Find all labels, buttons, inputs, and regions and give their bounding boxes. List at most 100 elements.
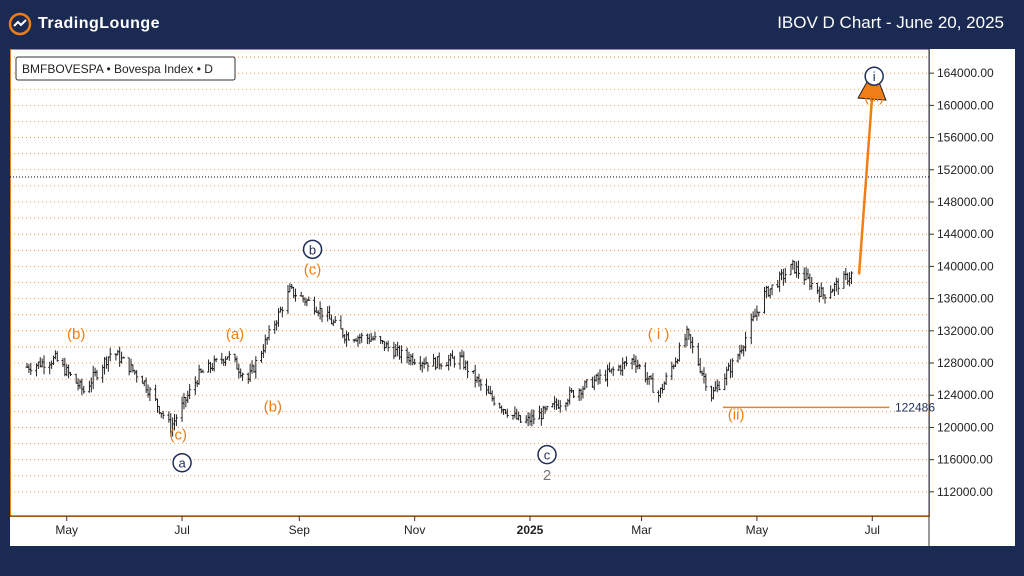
price-bar bbox=[197, 364, 201, 385]
price-bar bbox=[409, 353, 413, 366]
price-bar bbox=[466, 360, 470, 379]
price-bar bbox=[762, 286, 766, 314]
price-bar bbox=[210, 362, 214, 371]
price-bar bbox=[341, 328, 345, 339]
price-bar bbox=[848, 272, 852, 287]
y-tick-label: 124000.00 bbox=[937, 388, 994, 402]
price-bar bbox=[817, 286, 821, 303]
price-bar bbox=[154, 384, 158, 402]
price-bar bbox=[48, 361, 52, 375]
price-bar bbox=[710, 385, 714, 402]
price-bar bbox=[572, 390, 576, 399]
price-bar bbox=[749, 313, 753, 345]
price-bar bbox=[326, 306, 330, 322]
price-bar bbox=[106, 356, 110, 372]
price-bar bbox=[447, 354, 451, 371]
price-bar bbox=[486, 385, 490, 394]
price-bar bbox=[140, 375, 144, 384]
price-bar bbox=[280, 306, 284, 318]
brand-logo[interactable]: TradingLounge bbox=[8, 10, 160, 38]
price-bar bbox=[696, 342, 700, 367]
price-bar bbox=[702, 367, 706, 384]
svg-text:(c): (c) bbox=[304, 261, 322, 278]
price-bar bbox=[413, 358, 417, 365]
price-bar bbox=[647, 375, 651, 385]
x-axis: May Jul Sep Nov 2025 Mar May Jul bbox=[55, 516, 880, 537]
price-bar bbox=[458, 351, 462, 370]
wave-label: c bbox=[537, 444, 557, 465]
price-bar bbox=[161, 410, 165, 420]
price-bar bbox=[543, 405, 547, 414]
svg-text:c: c bbox=[544, 448, 551, 463]
price-bar bbox=[116, 349, 120, 356]
price-bar bbox=[201, 369, 205, 373]
price-bar bbox=[632, 354, 636, 366]
price-bar bbox=[331, 319, 335, 326]
chart-title: IBOV D Chart - June 20, 2025 bbox=[777, 13, 1004, 32]
price-bar bbox=[823, 294, 827, 304]
wave-label: (c) bbox=[304, 261, 322, 278]
price-bar bbox=[437, 352, 441, 370]
price-bar bbox=[432, 353, 436, 367]
price-bar bbox=[227, 351, 231, 361]
price-bar bbox=[723, 373, 727, 391]
price-bar bbox=[333, 316, 337, 324]
price-bar bbox=[422, 358, 426, 369]
x-tick-label: Nov bbox=[404, 523, 425, 537]
y-tick-label: 164000.00 bbox=[937, 66, 994, 80]
price-bar bbox=[660, 383, 664, 394]
price-bar bbox=[513, 406, 517, 419]
price-bar bbox=[585, 379, 589, 388]
y-tick-label: 132000.00 bbox=[937, 324, 994, 338]
price-bar bbox=[439, 363, 443, 370]
price-bar bbox=[267, 325, 271, 341]
price-bar bbox=[235, 356, 239, 370]
price-bar bbox=[426, 362, 430, 372]
price-bar bbox=[188, 384, 192, 400]
price-bar bbox=[624, 356, 628, 367]
price-bar bbox=[248, 363, 252, 382]
price-bar bbox=[808, 273, 812, 291]
price-bar bbox=[50, 360, 54, 369]
price-bar bbox=[755, 305, 759, 321]
price-bar bbox=[36, 361, 40, 369]
svg-text:(b): (b) bbox=[67, 326, 85, 343]
svg-text:(b): (b) bbox=[264, 398, 282, 415]
price-bar bbox=[241, 372, 245, 381]
price-bar bbox=[566, 398, 570, 407]
reference-level-label: 122486 bbox=[895, 400, 935, 414]
y-tick-label: 156000.00 bbox=[937, 131, 994, 145]
price-chart[interactable]: 122486 (b) (c) a (a) (b) (c) b c 2 ( i ) (ii) (iii)… bbox=[10, 49, 1015, 546]
price-bar bbox=[352, 338, 356, 343]
price-bar bbox=[477, 373, 481, 387]
price-bar bbox=[836, 278, 840, 295]
price-bar bbox=[590, 376, 594, 388]
price-bar bbox=[617, 364, 621, 372]
chart-panel[interactable]: 122486 (b) (c) a (a) (b) (c) b c 2 ( i ) (ii) (iii)… bbox=[10, 49, 1015, 546]
x-tick-label: Sep bbox=[289, 523, 311, 537]
price-bar bbox=[815, 282, 819, 294]
price-bar bbox=[579, 388, 583, 401]
y-tick-label: 112000.00 bbox=[937, 485, 993, 499]
y-axis: 164000.00 160000.00 156000.00 152000.00 1480… bbox=[929, 66, 994, 499]
price-bar bbox=[717, 381, 721, 391]
price-bar bbox=[462, 351, 466, 370]
price-bar bbox=[87, 380, 91, 393]
price-bar bbox=[27, 363, 31, 374]
price-bar bbox=[751, 311, 755, 322]
price-bar bbox=[312, 296, 316, 315]
price-bar bbox=[328, 305, 332, 320]
price-bar bbox=[558, 400, 562, 413]
price-bar bbox=[121, 356, 125, 359]
x-tick-label: 2025 bbox=[517, 523, 544, 537]
price-bar bbox=[683, 333, 687, 348]
price-bar bbox=[371, 335, 375, 341]
price-bar bbox=[82, 385, 86, 394]
price-bar bbox=[704, 373, 708, 391]
price-bar bbox=[821, 287, 825, 300]
price-bar bbox=[89, 377, 93, 393]
price-bar bbox=[55, 351, 59, 362]
wave-label: i bbox=[864, 66, 884, 86]
price-bar bbox=[42, 355, 46, 375]
price-bar bbox=[545, 405, 549, 411]
